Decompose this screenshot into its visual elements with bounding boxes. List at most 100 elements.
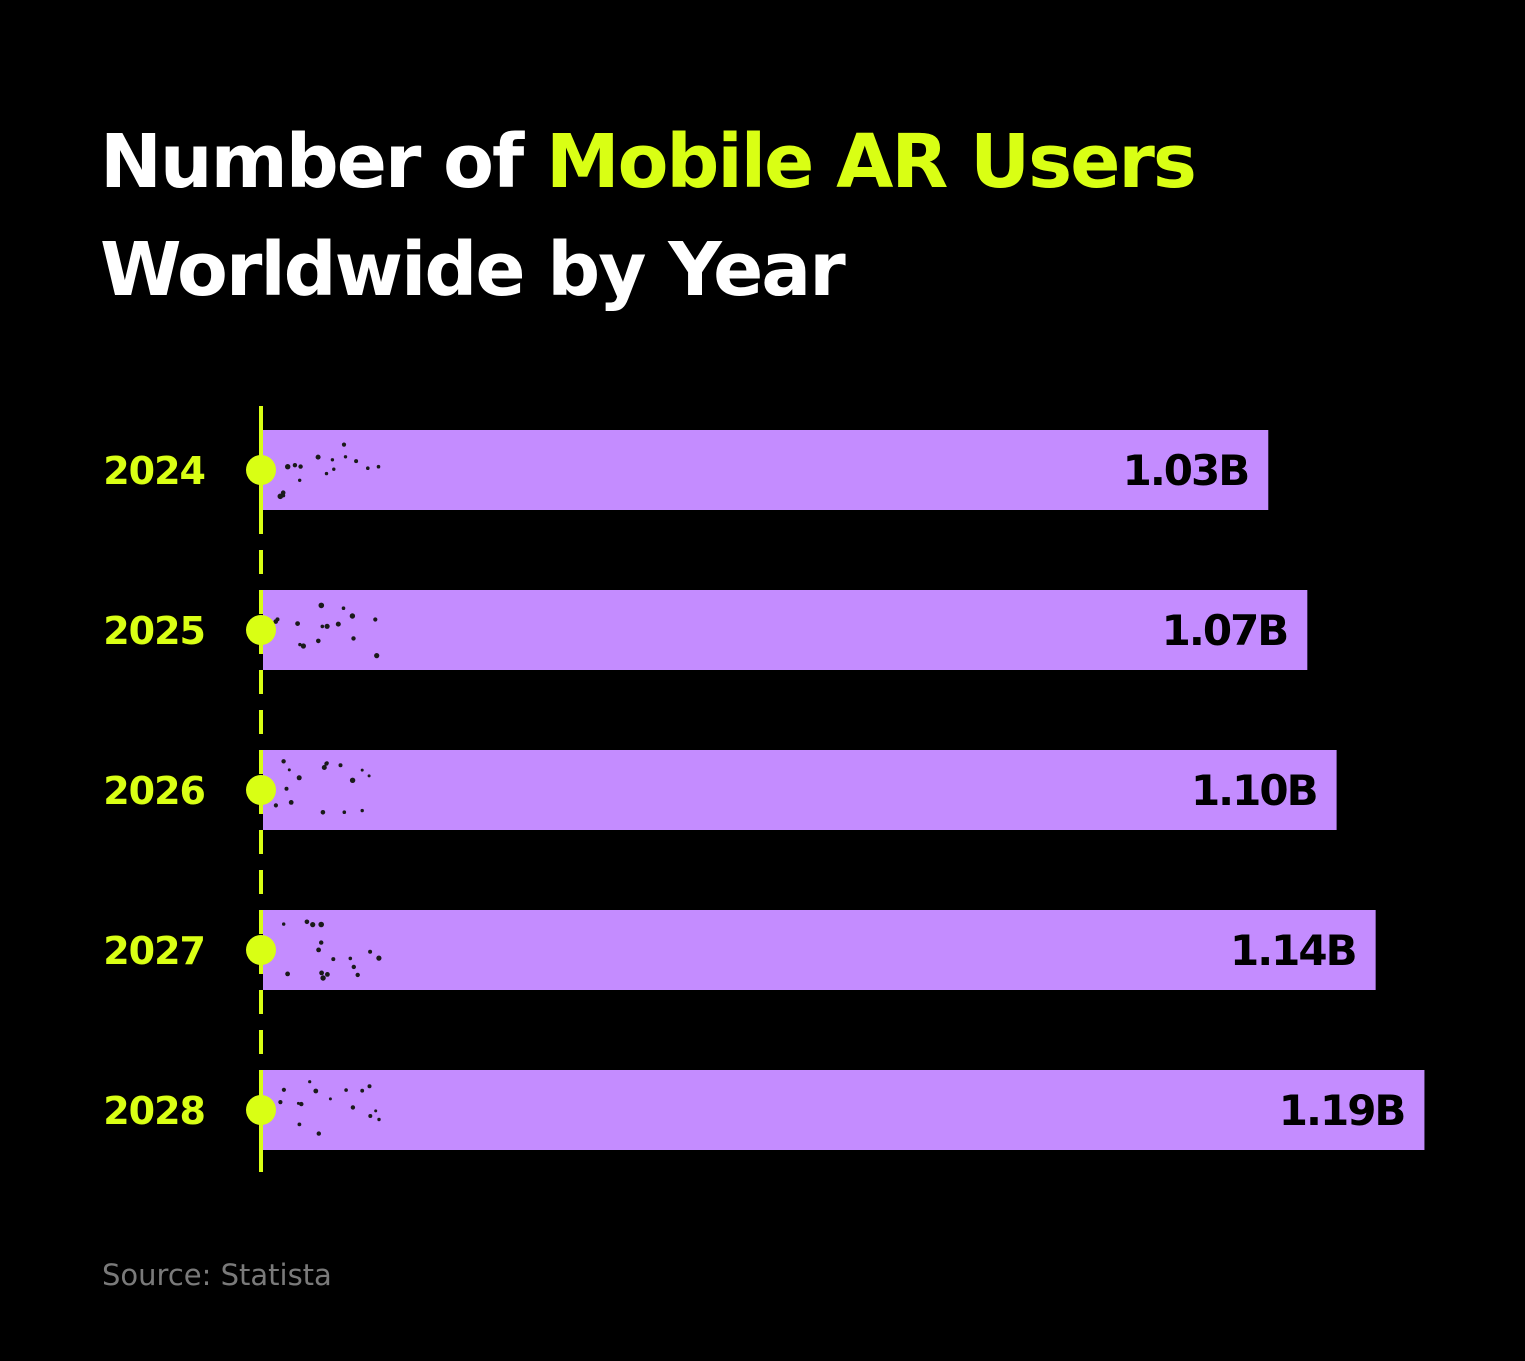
speckle-dot — [316, 947, 321, 953]
speckle-dot — [342, 810, 347, 814]
speckle-dot — [321, 765, 327, 770]
speckle-dot — [277, 493, 284, 500]
speckle-dot — [315, 454, 321, 460]
speckle-dot — [354, 459, 359, 464]
speckle-dot — [376, 955, 382, 961]
speckle-dot — [297, 1122, 302, 1127]
value-label: 1.03B — [1123, 446, 1249, 495]
bar — [263, 750, 1337, 830]
speckle-dot — [374, 653, 380, 659]
axis-marker — [246, 615, 276, 645]
axis-marker — [246, 1095, 276, 1125]
category-label: 2028 — [103, 1089, 205, 1133]
speckle-dot — [296, 1101, 300, 1105]
speckle-dot — [296, 775, 302, 781]
bars-layer: 1.03B 2024 1.07B 2025 1.10B 2026 1.14B 2027 1.19… — [103, 430, 1425, 1150]
speckle-dot — [281, 759, 286, 764]
speckle-dot — [287, 768, 291, 772]
speckle-dot — [295, 621, 300, 626]
timeline-axis — [246, 406, 276, 1172]
bar-row: 1.07B 2025 — [103, 590, 1308, 670]
speckle-dot — [344, 1088, 348, 1092]
speckle-dot — [330, 458, 335, 462]
speckle-dot — [273, 619, 279, 624]
bar-speckle — [282, 919, 382, 981]
bar-speckle — [273, 602, 380, 659]
bar — [263, 1070, 1425, 1150]
speckle-dot — [318, 602, 325, 609]
speckle-dot — [377, 1117, 381, 1122]
speckle-dot — [308, 1080, 312, 1084]
title-line-1: Number of Mobile AR Users — [100, 108, 1450, 216]
source-note: Source: Statista — [102, 1258, 332, 1292]
speckle-dot — [281, 493, 286, 498]
axis-marker — [246, 935, 276, 965]
speckle-dot — [373, 617, 378, 622]
speckle-dot — [320, 624, 325, 629]
speckle-dot — [367, 1084, 372, 1089]
speckle-dot — [304, 919, 310, 925]
speckle-dot — [313, 1088, 319, 1094]
category-label: 2024 — [103, 449, 205, 493]
value-label: 1.14B — [1230, 926, 1356, 975]
speckle-dot — [341, 606, 346, 610]
axis-marker — [246, 775, 276, 805]
title-part-1: Number of — [100, 119, 546, 205]
speckle-dot — [360, 768, 364, 772]
value-label: 1.10B — [1191, 766, 1317, 815]
bar — [263, 910, 1376, 990]
speckle-dot — [350, 1105, 356, 1110]
speckle-dot — [341, 442, 347, 447]
speckle-dot — [299, 1101, 304, 1107]
speckle-dot — [343, 455, 348, 459]
category-label: 2026 — [103, 769, 205, 813]
category-label: 2027 — [103, 929, 205, 973]
speckle-dot — [281, 1087, 286, 1092]
speckle-dot — [298, 478, 302, 482]
speckle-dot — [351, 636, 356, 641]
category-label: 2025 — [103, 609, 205, 653]
speckle-dot — [298, 464, 303, 469]
speckle-dot — [316, 1131, 321, 1136]
title-line-2: Worldwide by Year — [100, 227, 846, 313]
bar — [263, 590, 1308, 670]
speckle-dot — [324, 471, 329, 476]
speckle-dot — [368, 949, 373, 954]
speckle-dot — [366, 466, 370, 471]
bar-row: 1.03B 2024 — [103, 430, 1269, 510]
bar-speckle — [273, 759, 371, 815]
speckle-dot — [273, 803, 278, 808]
speckle-dot — [320, 810, 326, 815]
speckle-dot — [282, 922, 286, 926]
speckle-dot — [328, 1097, 332, 1101]
speckle-dot — [300, 643, 306, 649]
speckle-dot — [319, 970, 324, 976]
chart-title: Number of Mobile AR Users Worldwide by Y… — [100, 108, 1450, 324]
speckle-dot — [292, 463, 298, 468]
bar-speckle — [278, 1080, 381, 1136]
speckle-dot — [360, 808, 364, 813]
speckle-dot — [374, 1109, 378, 1113]
bar-speckle — [277, 442, 381, 500]
speckle-dot — [285, 464, 291, 470]
speckle-dot — [349, 777, 356, 783]
speckle-dot — [310, 922, 316, 928]
speckle-dot — [285, 971, 290, 977]
speckle-dot — [331, 957, 336, 962]
speckle-dot — [348, 956, 353, 961]
speckle-dot — [324, 623, 330, 629]
bar-row: 1.14B 2027 — [103, 910, 1376, 990]
speckle-dot — [319, 940, 324, 945]
value-label: 1.19B — [1279, 1086, 1405, 1135]
speckle-dot — [351, 964, 356, 970]
speckle-dot — [367, 774, 371, 778]
value-label: 1.07B — [1162, 606, 1288, 655]
speckle-dot — [338, 763, 343, 768]
speckle-dot — [288, 800, 294, 805]
bar-row: 1.19B 2028 — [103, 1070, 1425, 1150]
bar-row: 1.10B 2026 — [103, 750, 1337, 830]
title-highlight: Mobile AR Users — [545, 119, 1197, 205]
speckle-dot — [316, 638, 321, 644]
speckle-dot — [318, 921, 325, 928]
